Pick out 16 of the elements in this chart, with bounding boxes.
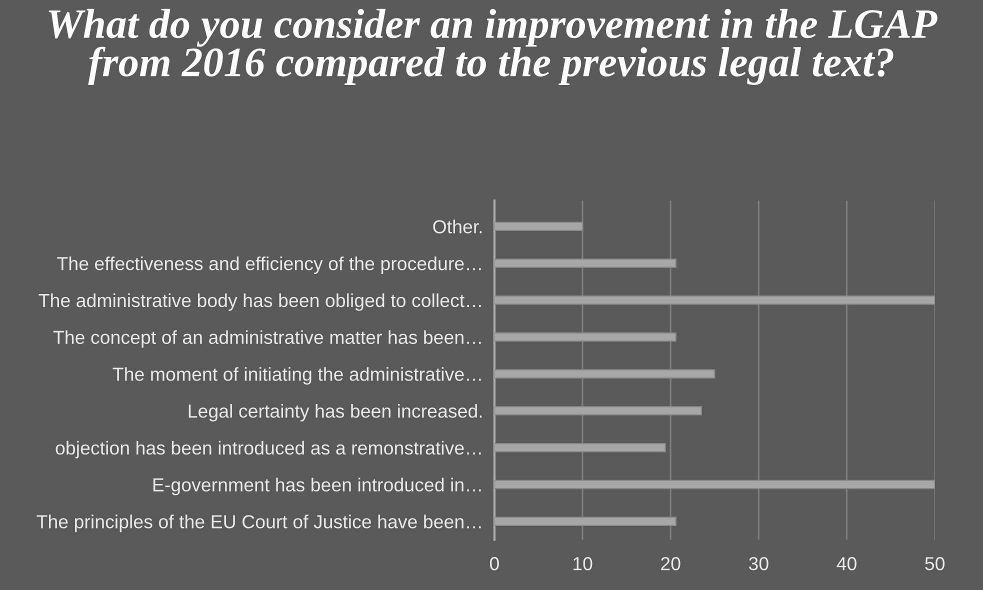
y-tick-label: E-government has been introduced in… [153, 478, 481, 496]
x-tick-label: 50 [925, 557, 945, 570]
y-tick-label: The moment of initiating the administrative… [112, 367, 481, 385]
y-tick-label: Legal certainty has been increased. [188, 404, 482, 422]
y-tick-label: The effectiveness and efficiency of the procedure… [57, 256, 481, 274]
x-tick-label: 10 [574, 557, 592, 570]
y-tick-label: objection has been introduced as a remonstrative… [56, 440, 481, 458]
y-tick-label: Other. [433, 220, 482, 234]
x-tick-label: 20 [661, 557, 680, 570]
y-tick-label: The principles of the EU Court of Justice have been… [36, 514, 481, 532]
y-tick-label: The concept of an administrative matter has been… [53, 330, 481, 348]
y-tick-label: The administrative body has been obliged to collect… [38, 293, 481, 311]
x-tick-label: 30 [748, 557, 768, 570]
chart-title: What do you consider an improvement in the LGAP from 2016 compared to the previous legal text? [48, 8, 938, 85]
x-tick-label: 40 [836, 557, 856, 570]
x-tick-label: 0 [490, 557, 499, 570]
